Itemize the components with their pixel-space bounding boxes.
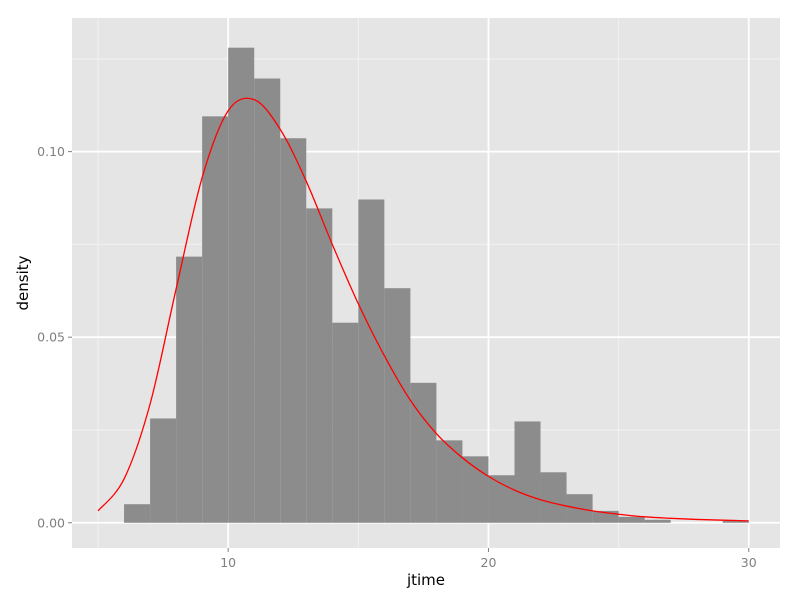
histogram-bar [514, 421, 541, 523]
x-tick-label: 30 [741, 555, 757, 570]
histogram-bars [124, 47, 749, 523]
histogram-bar [332, 322, 359, 523]
histogram-bar [202, 116, 229, 523]
histogram-bar [228, 47, 255, 523]
histogram-bar [280, 138, 307, 523]
density-curve [97, 97, 749, 522]
y-tick-label: 0.10 [37, 144, 65, 159]
histogram-bar [306, 208, 333, 523]
histogram-bar [436, 440, 463, 523]
x-axis-title: jtime [406, 571, 445, 589]
histogram-bar [540, 472, 567, 523]
histogram-bar [176, 256, 203, 523]
y-tick-label: 0.00 [37, 515, 65, 530]
y-axis-title: density [14, 255, 32, 310]
histogram-bar [150, 418, 177, 523]
histogram-bar [462, 456, 489, 523]
histogram-bar [358, 199, 385, 523]
histogram-bar [384, 288, 411, 523]
histogram-bar [488, 475, 515, 523]
x-axis-ticks: 10 20 30 [220, 548, 757, 570]
x-tick-label: 10 [220, 555, 236, 570]
histogram-bar [254, 78, 281, 523]
histogram-bar [592, 510, 619, 523]
histogram-bar [644, 519, 671, 523]
x-tick-label: 20 [481, 555, 497, 570]
histogram-bar [722, 520, 749, 523]
y-tick-label: 0.05 [37, 330, 65, 345]
y-axis-ticks: 0.00 0.05 0.10 [37, 144, 72, 530]
histogram-bar [410, 382, 437, 523]
histogram-bar [124, 504, 151, 523]
histogram-bar [618, 516, 645, 523]
